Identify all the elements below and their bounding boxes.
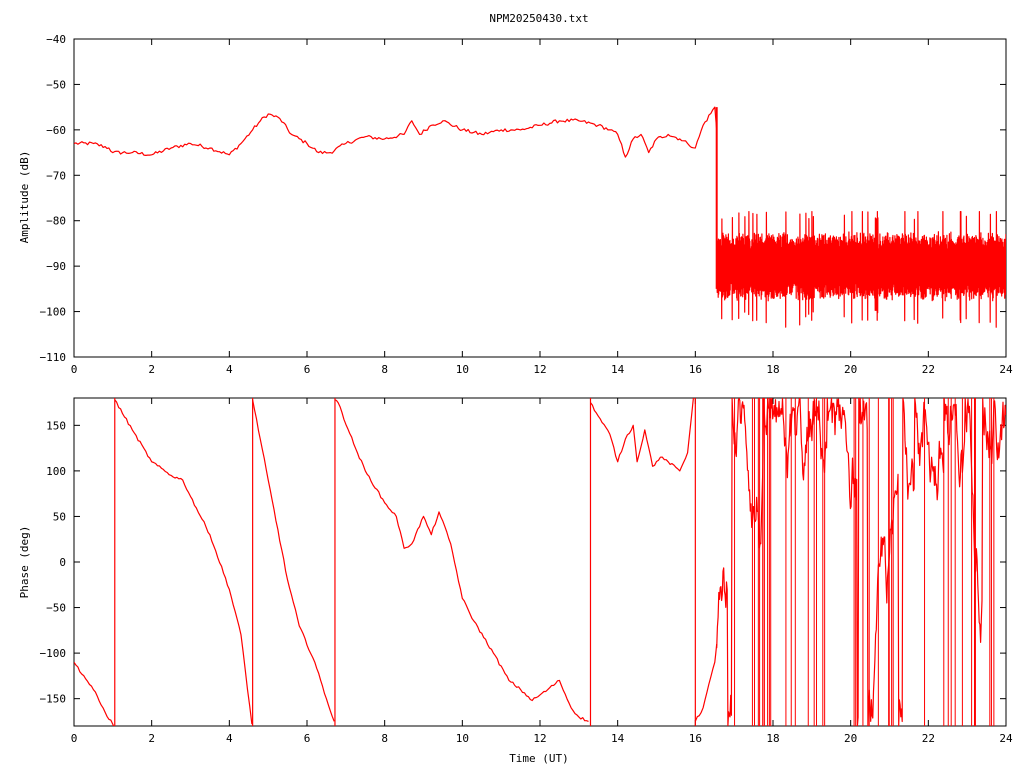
y-tick-label: −60 bbox=[46, 124, 66, 137]
x-tick-label: 12 bbox=[533, 363, 546, 376]
series-noise bbox=[716, 211, 1006, 328]
x-tick-label: 12 bbox=[533, 732, 546, 745]
y-tick-label: 150 bbox=[46, 419, 66, 432]
x-tick-label: 0 bbox=[71, 732, 78, 745]
y-tick-label: −100 bbox=[40, 647, 67, 660]
y-tick-label: −90 bbox=[46, 260, 66, 273]
y-tick-label: −100 bbox=[40, 306, 67, 319]
trace-group bbox=[74, 106, 1006, 328]
amplitude-panel: Amplitude (dB) 0 2 4 6 8 10 12 14 16 18 20 22 24−110… bbox=[18, 33, 1013, 376]
phase-panel: Phase (deg) Time (UT) 0 2 4 6 8 10 12 14 16 18 20 2… bbox=[18, 397, 1013, 765]
y-tick-label: −70 bbox=[46, 169, 66, 182]
x-tick-label: 22 bbox=[922, 732, 935, 745]
series-line bbox=[114, 399, 253, 725]
chart-title: NPM20250430.txt bbox=[489, 12, 588, 25]
x-tick-label: 22 bbox=[922, 363, 935, 376]
x-tick-label: 0 bbox=[71, 363, 78, 376]
phase-xlabel: Time (UT) bbox=[509, 752, 569, 765]
y-tick-label: 100 bbox=[46, 465, 66, 478]
x-tick-label: 8 bbox=[381, 732, 388, 745]
y-tick-label: 50 bbox=[53, 510, 66, 523]
trace-group bbox=[74, 398, 1006, 726]
series-line bbox=[252, 399, 335, 722]
x-tick-label: 14 bbox=[611, 732, 625, 745]
series-line bbox=[694, 643, 718, 722]
y-tick-label: −40 bbox=[46, 33, 66, 46]
x-tick-label: 10 bbox=[456, 363, 469, 376]
x-tick-label: 4 bbox=[226, 363, 233, 376]
x-tick-label: 2 bbox=[148, 732, 155, 745]
x-tick-label: 24 bbox=[999, 363, 1013, 376]
x-tick-label: 16 bbox=[689, 732, 702, 745]
x-tick-label: 14 bbox=[611, 363, 625, 376]
amplitude-ylabel: Amplitude (dB) bbox=[18, 151, 31, 244]
series-line bbox=[74, 661, 115, 726]
x-tick-label: 18 bbox=[766, 363, 779, 376]
plot-frame bbox=[73, 38, 1007, 358]
series-line bbox=[590, 398, 694, 472]
x-tick-label: 10 bbox=[456, 732, 469, 745]
x-tick-label: 6 bbox=[304, 363, 311, 376]
y-tick-label: −110 bbox=[40, 351, 67, 364]
series-line bbox=[334, 399, 589, 722]
plot-frame bbox=[73, 397, 1007, 727]
y-tick-label: −150 bbox=[40, 693, 67, 706]
y-tick-label: −50 bbox=[46, 78, 66, 91]
x-tick-label: 4 bbox=[226, 732, 233, 745]
phase-ylabel: Phase (deg) bbox=[18, 526, 31, 599]
x-tick-label: 20 bbox=[844, 363, 857, 376]
x-tick-label: 16 bbox=[689, 363, 702, 376]
x-tick-label: 6 bbox=[304, 732, 311, 745]
y-tick-label: −80 bbox=[46, 215, 66, 228]
x-tick-label: 8 bbox=[381, 363, 388, 376]
y-tick-label: −50 bbox=[46, 602, 66, 615]
x-tick-label: 20 bbox=[844, 732, 857, 745]
x-tick-label: 2 bbox=[148, 363, 155, 376]
series-line bbox=[74, 106, 718, 158]
y-tick-label: 0 bbox=[59, 556, 66, 569]
x-tick-label: 18 bbox=[766, 732, 779, 745]
x-tick-label: 24 bbox=[999, 732, 1013, 745]
